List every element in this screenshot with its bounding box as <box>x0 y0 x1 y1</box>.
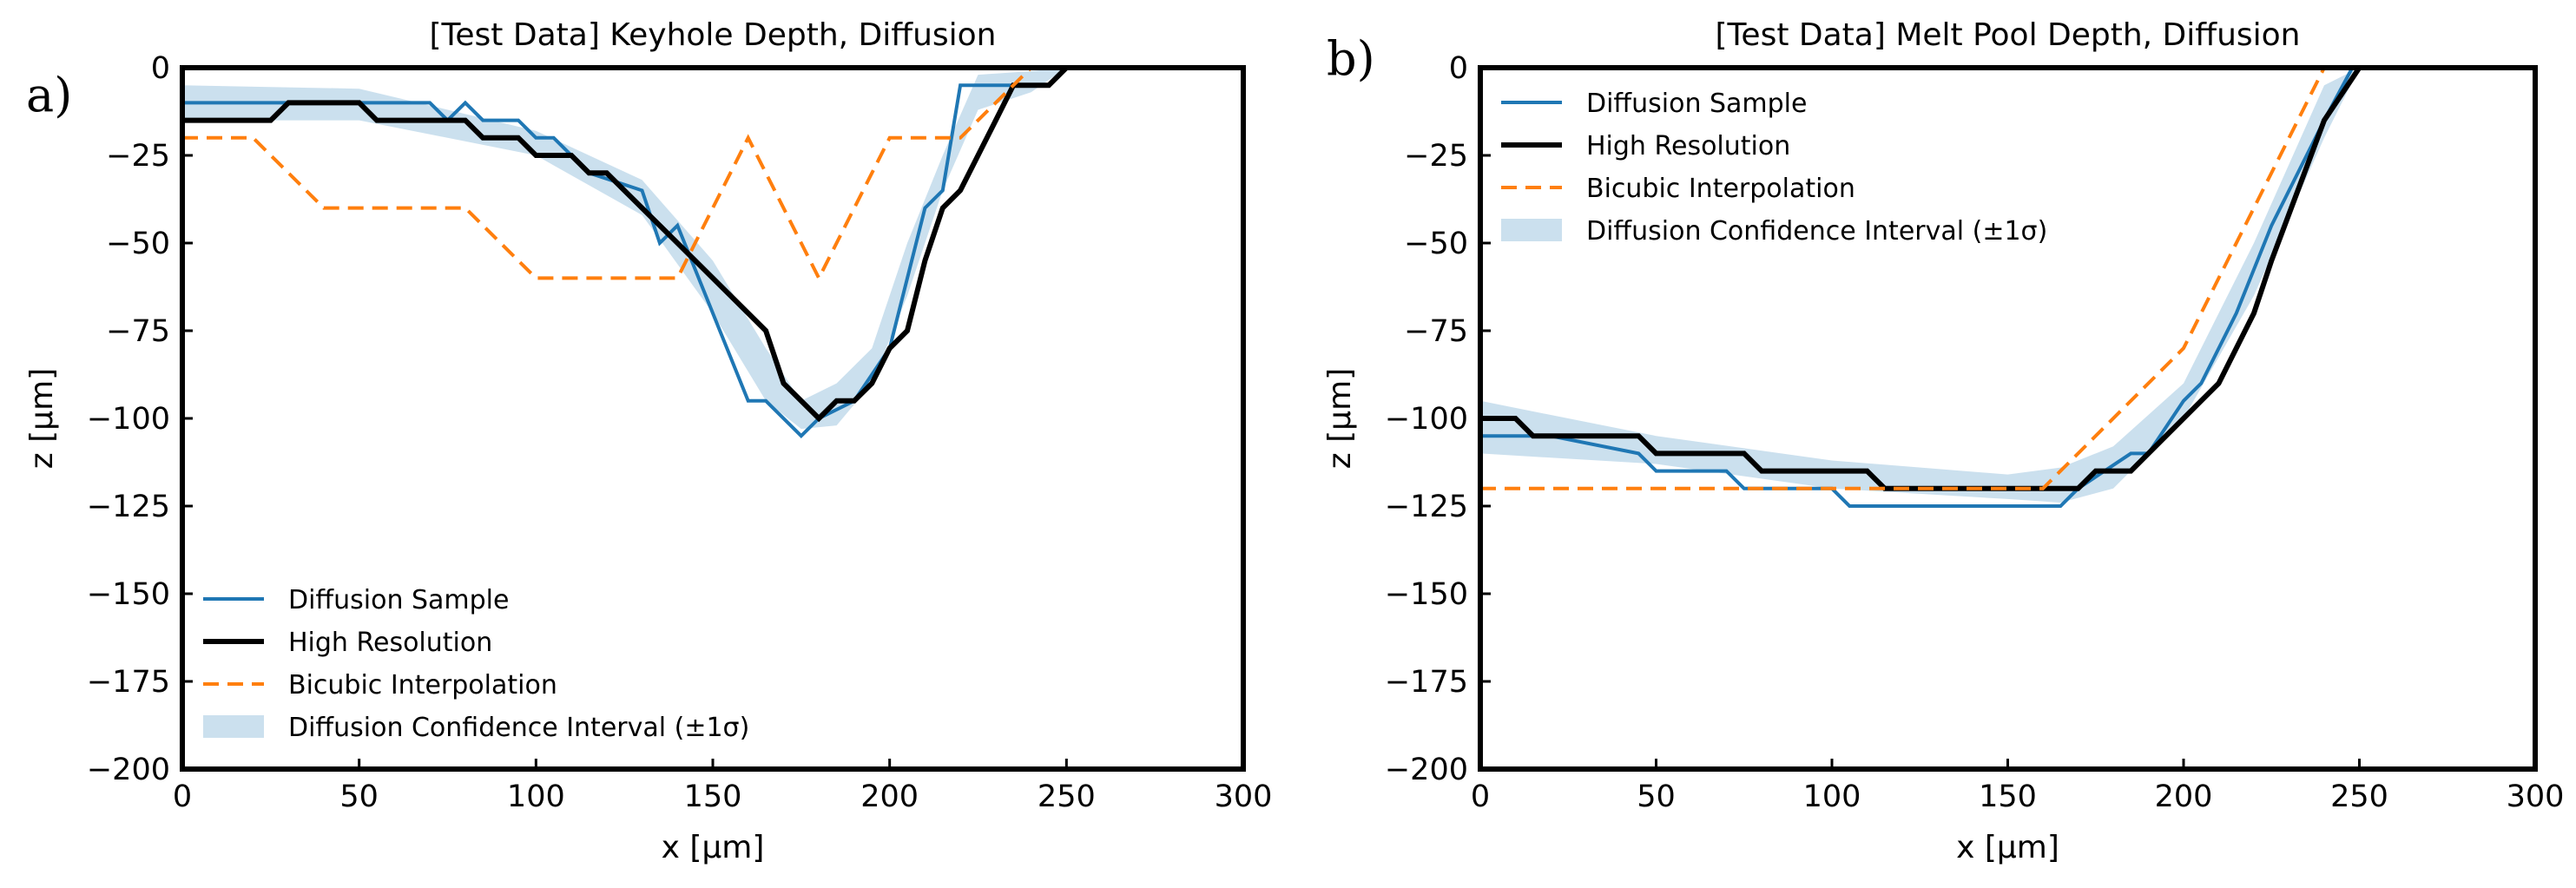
chart1-series-highres <box>182 65 1069 423</box>
chart2-ytick-label: −125 <box>1385 490 1468 524</box>
chart2-xtick-label: 250 <box>2330 779 2388 814</box>
chart1-xlabel: x [μm] <box>662 830 765 865</box>
chart1-ytick-label: −25 <box>106 139 170 174</box>
chart2-series-sample <box>1480 67 2355 508</box>
chart2-ytick-label: −175 <box>1385 665 1468 700</box>
chart1-confidence-band <box>182 68 1067 430</box>
chart2-ytick-label: 0 <box>1449 51 1468 86</box>
chart1-ytick-label: −200 <box>87 753 170 787</box>
chart1-legend-label: Diffusion Sample <box>288 585 509 615</box>
chart1-ytick-label: −175 <box>87 665 170 700</box>
chart2-legend-label: Bicubic Interpolation <box>1586 174 1855 204</box>
chart1-xtick-label: 0 <box>173 779 192 814</box>
chart1-plot-frame <box>180 65 1246 772</box>
chart1-title: [Test Data] Keyhole Depth, Diffusion <box>429 17 996 53</box>
chart2-ylabel: z [μm] <box>1322 368 1358 469</box>
chart2-ytick-label: −50 <box>1404 227 1468 261</box>
chart1-ylabel: z [μm] <box>24 368 60 469</box>
chart1-legend-label: Bicubic Interpolation <box>288 670 557 701</box>
chart1-legend-swatch-band <box>203 715 264 738</box>
chart2-legend-label: Diffusion Sample <box>1586 89 1807 119</box>
chart2-title: [Test Data] Melt Pool Depth, Diffusion <box>1716 17 2301 53</box>
chart1-xtick-label: 100 <box>507 779 565 814</box>
chart2-xlabel: x [μm] <box>1956 830 2059 865</box>
chart1-ytick-label: −100 <box>87 402 170 437</box>
chart1-xtick-label: 150 <box>684 779 742 814</box>
chart1-ytick-label: −75 <box>106 314 170 349</box>
chart1-series-sample <box>182 83 1049 439</box>
chart2-xtick-label: 100 <box>1803 779 1861 814</box>
chart1-xtick-label: 200 <box>860 779 919 814</box>
chart2-xtick-label: 150 <box>1979 779 2037 814</box>
chart2-ytick-label: −150 <box>1385 577 1468 612</box>
chart2-ytick-label: −200 <box>1385 753 1468 787</box>
chart2-series-bicubic <box>1480 67 2326 490</box>
chart2-ytick-label: −25 <box>1404 139 1468 174</box>
chart2-legend-label: High Resolution <box>1586 131 1790 161</box>
chart2-xtick-label: 200 <box>2155 779 2213 814</box>
chart2-xtick-label: 300 <box>2507 779 2565 814</box>
chart1-xtick-label: 250 <box>1038 779 1096 814</box>
panel-label-b: b) <box>1327 31 1375 86</box>
chart1-legend-label: Diffusion Confidence Interval (±1σ) <box>288 713 749 743</box>
chart2-xtick-label: 50 <box>1637 779 1676 814</box>
chart1-xtick-label: 50 <box>339 779 379 814</box>
chart1-legend-label: High Resolution <box>288 628 492 658</box>
chart1-ytick-label: 0 <box>151 51 170 86</box>
chart1-xtick-label: 300 <box>1215 779 1273 814</box>
chart2-ytick-label: −75 <box>1404 314 1468 349</box>
chart2-xtick-label: 0 <box>1471 779 1490 814</box>
chart2-legend-swatch-band <box>1501 219 1562 241</box>
chart1-ytick-label: −125 <box>87 490 170 524</box>
panel-label-a: a) <box>26 68 73 122</box>
chart1-series-bicubic <box>182 66 1033 282</box>
chart1-ytick-label: −150 <box>87 577 170 612</box>
chart2-legend-label: Diffusion Confidence Interval (±1σ) <box>1586 216 2047 247</box>
chart2-ytick-label: −100 <box>1385 402 1468 437</box>
chart1-ytick-label: −50 <box>106 227 170 261</box>
